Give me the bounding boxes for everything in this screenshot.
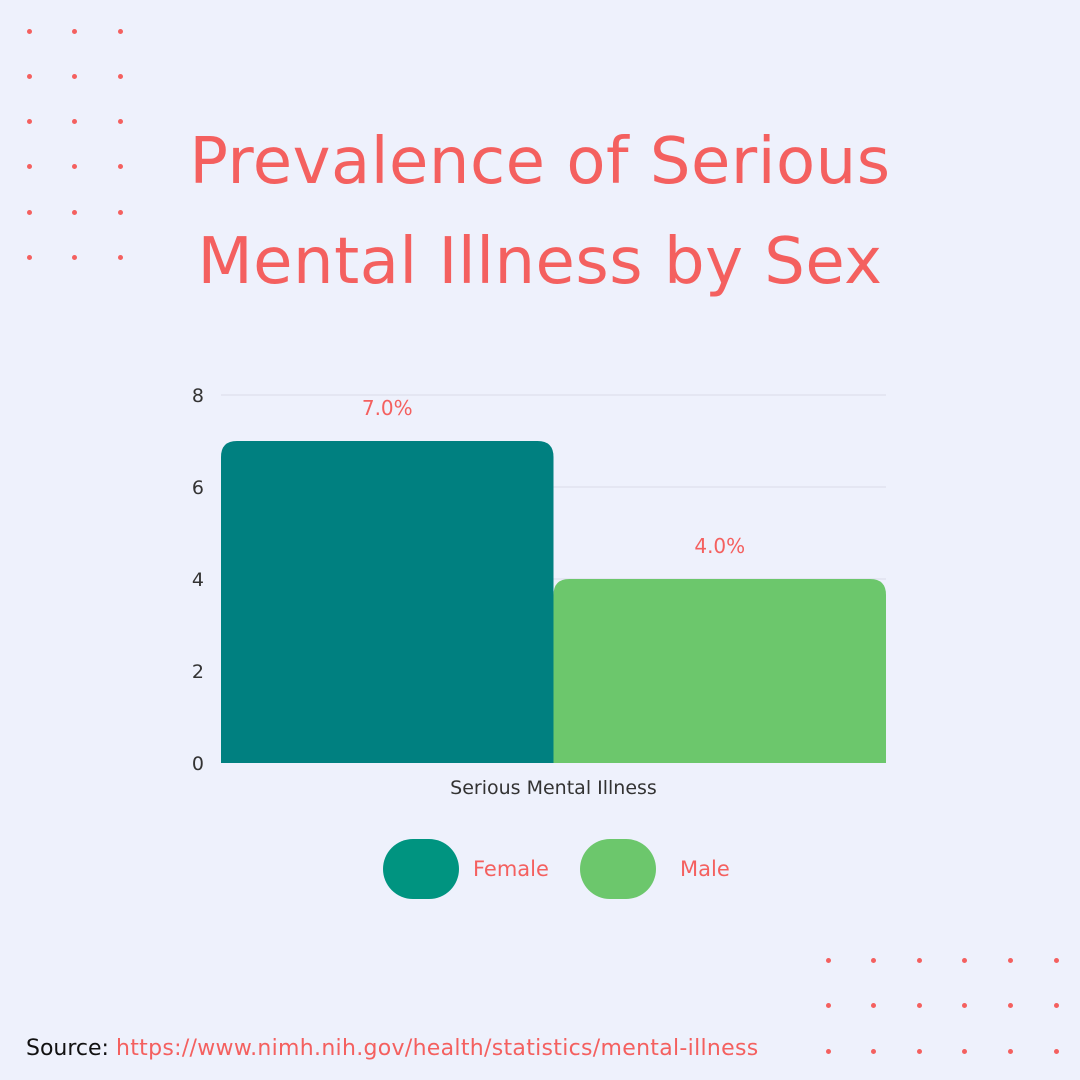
decorative-dot (117, 119, 123, 125)
legend-item-female: Female (383, 838, 549, 900)
decorative-dot (825, 1048, 831, 1054)
decorative-dot (916, 1048, 922, 1054)
decorative-dot (117, 255, 123, 260)
source-line: Source: https://www.nimh.nih.gov/health/… (26, 1036, 759, 1061)
decorative-dot (117, 164, 123, 170)
decorative-dot (72, 209, 77, 215)
decorative-dot (1007, 957, 1013, 963)
decorative-dot (1007, 1003, 1013, 1008)
chart-title: Prevalence of Serious Mental Illness by … (189, 125, 891, 299)
decorative-dot (72, 164, 77, 170)
decorative-dot (1053, 1003, 1059, 1008)
decorative-dot (72, 73, 77, 79)
decorative-dot (72, 119, 77, 125)
y-tick-label: 2 (192, 661, 204, 683)
decorative-dot (117, 28, 123, 34)
source-link[interactable]: https://www.nimh.nih.gov/health/statisti… (115, 1036, 759, 1061)
decorative-dot (962, 1048, 968, 1054)
legend-swatch-female (383, 839, 459, 899)
decorative-dot (26, 28, 32, 34)
y-tick-label: 4 (192, 569, 204, 591)
decorative-dot (962, 957, 968, 963)
data-label-female: 7.0% (362, 396, 413, 420)
decorative-dot (916, 957, 922, 963)
y-tick-label: 8 (192, 385, 204, 407)
legend-item-male: Male (580, 838, 730, 900)
decorative-dot (825, 957, 831, 963)
decorative-dot (26, 209, 32, 215)
decorative-dot (72, 255, 77, 260)
decorative-dot (26, 164, 32, 170)
decorative-dot (1053, 1048, 1059, 1054)
decorative-dot (26, 119, 32, 125)
legend-label-female: Female (473, 857, 549, 881)
data-label-male: 4.0% (694, 534, 745, 558)
source-label: Source: (26, 1036, 109, 1061)
bar-male (553, 579, 886, 763)
y-tick-label: 0 (192, 753, 204, 775)
decorative-dot (962, 1003, 968, 1008)
decorative-dot (26, 73, 32, 79)
decorative-dot (26, 255, 32, 260)
decorative-dot (871, 1048, 877, 1054)
bar-female (221, 441, 554, 763)
y-tick-label: 6 (192, 477, 204, 499)
decorative-dot (916, 1003, 922, 1008)
decorative-dot (117, 209, 123, 215)
bar-chart: 0 2 4 6 8 7.0% 4.0% Serious Mental Illness (192, 385, 886, 799)
decorative-dot (1053, 957, 1059, 963)
decorative-dot (871, 957, 877, 963)
legend-label-male: Male (680, 857, 730, 881)
decorative-dot (871, 1003, 877, 1008)
decorative-dot (72, 28, 77, 34)
decorative-dot (1007, 1048, 1013, 1054)
legend-swatch-male (580, 839, 656, 899)
decorative-dot (825, 1003, 831, 1008)
x-category-label: Serious Mental Illness (450, 777, 657, 799)
decorative-dot (117, 73, 123, 79)
